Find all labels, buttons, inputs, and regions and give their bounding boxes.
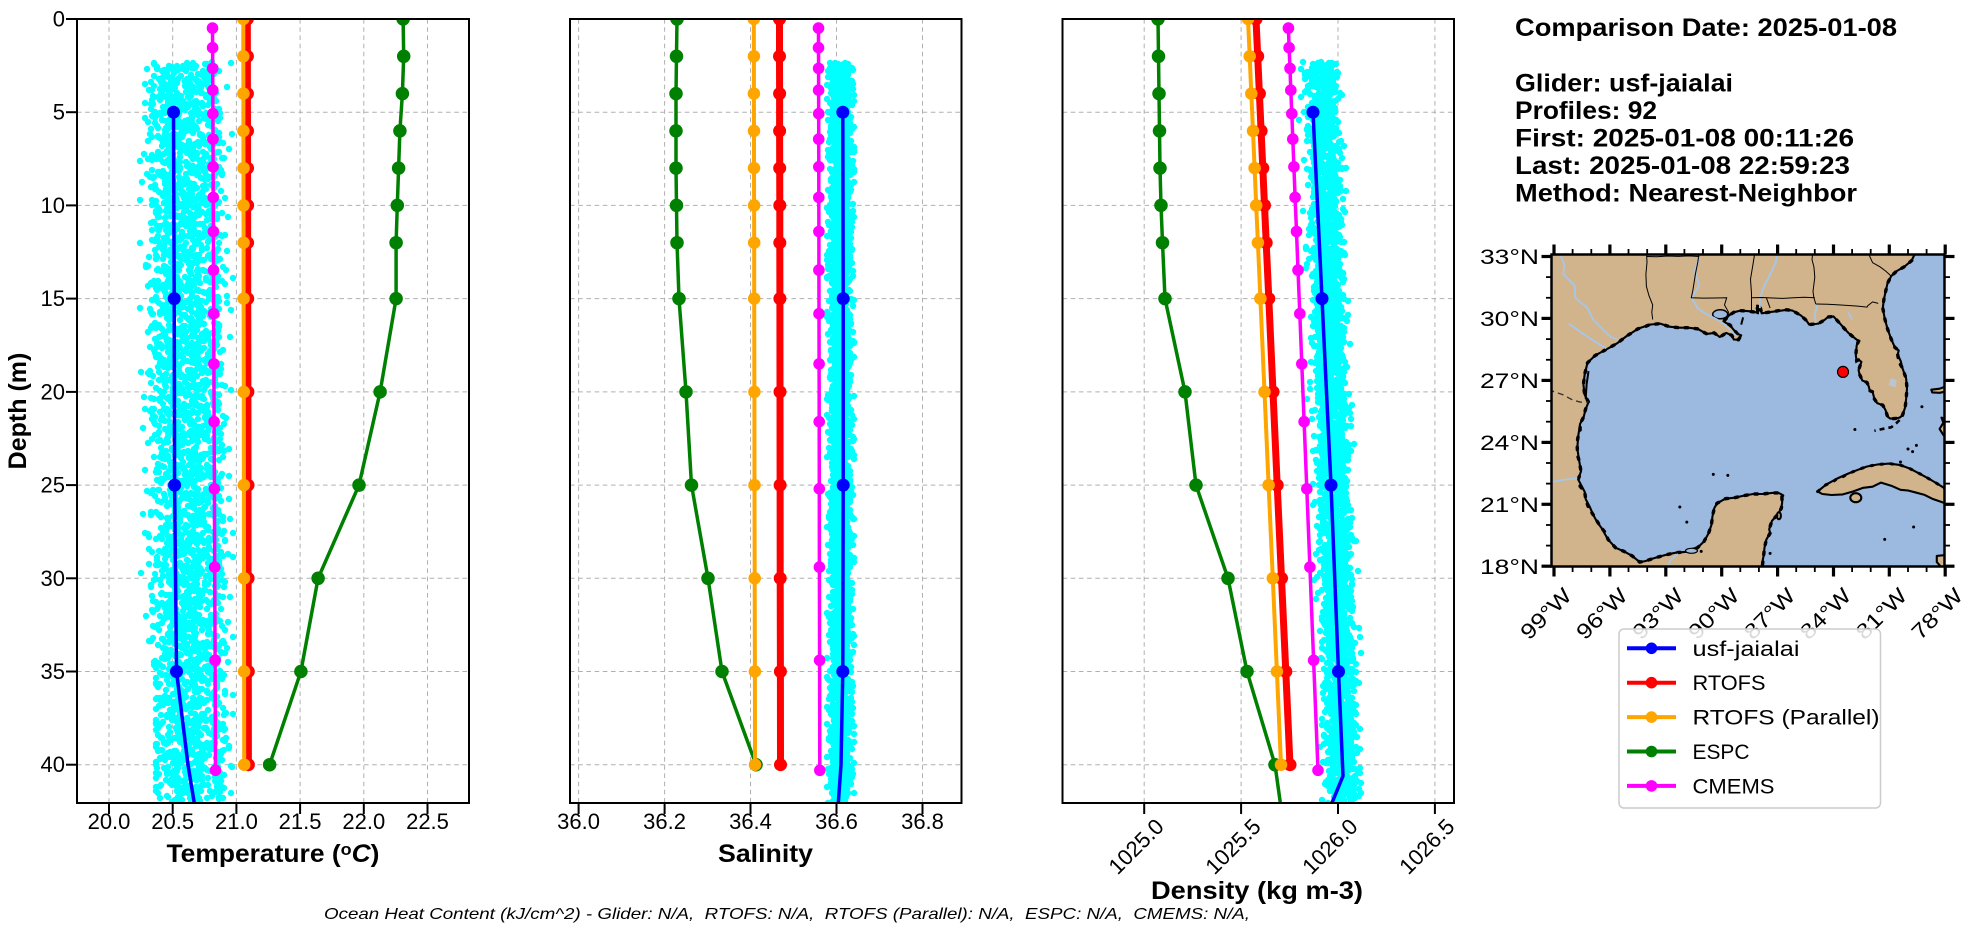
- svg-text:Comparison Date: 2025-01-08: Comparison Date: 2025-01-08: [1515, 14, 1897, 42]
- svg-text:20.5: 20.5: [151, 809, 194, 834]
- svg-text:20: 20: [41, 379, 65, 404]
- svg-text:36.8: 36.8: [901, 809, 944, 834]
- svg-text:5: 5: [53, 100, 65, 125]
- svg-text:22.0: 22.0: [342, 809, 385, 834]
- svg-text:22.5: 22.5: [406, 809, 449, 834]
- svg-text:18°N: 18°N: [1480, 555, 1539, 579]
- svg-text:Profiles: 92: Profiles: 92: [1515, 97, 1657, 125]
- svg-text:0: 0: [53, 7, 65, 32]
- svg-text:36.0: 36.0: [557, 809, 600, 834]
- svg-text:27°N: 27°N: [1480, 369, 1539, 393]
- svg-text:36.4: 36.4: [729, 809, 772, 834]
- svg-text:21°N: 21°N: [1480, 493, 1539, 517]
- svg-text:36.2: 36.2: [643, 809, 686, 834]
- svg-text:15: 15: [41, 286, 65, 311]
- svg-text:21.5: 21.5: [279, 809, 322, 834]
- svg-text:40: 40: [41, 752, 65, 777]
- svg-text:Depth (m): Depth (m): [4, 353, 32, 470]
- svg-text:10: 10: [41, 193, 65, 218]
- svg-text:25: 25: [41, 473, 65, 498]
- svg-text:RTOFS (Parallel): RTOFS (Parallel): [1693, 707, 1880, 730]
- svg-text:20.0: 20.0: [88, 809, 131, 834]
- svg-text:RTOFS: RTOFS: [1693, 672, 1766, 695]
- svg-text:35: 35: [41, 659, 65, 684]
- svg-text:ESPC: ESPC: [1693, 741, 1750, 764]
- svg-text:24°N: 24°N: [1480, 431, 1539, 455]
- svg-text:Density (kg m-3): Density (kg m-3): [1151, 877, 1363, 905]
- svg-text:Ocean Heat Content (kJ/cm^2) -: Ocean Heat Content (kJ/cm^2) - Glider: N…: [324, 906, 1250, 923]
- svg-text:Glider: usf-jaialai: Glider: usf-jaialai: [1515, 70, 1733, 98]
- svg-text:First: 2025-01-08 00:11:26: First: 2025-01-08 00:11:26: [1515, 125, 1854, 153]
- svg-text:Salinity: Salinity: [718, 840, 813, 868]
- svg-text:Method: Nearest-Neighbor: Method: Nearest-Neighbor: [1515, 180, 1857, 208]
- svg-text:30°N: 30°N: [1480, 307, 1539, 331]
- svg-text:36.6: 36.6: [815, 809, 858, 834]
- svg-text:21.0: 21.0: [215, 809, 258, 834]
- svg-text:33°N: 33°N: [1480, 245, 1539, 269]
- svg-text:CMEMS: CMEMS: [1693, 775, 1775, 798]
- svg-text:usf-jaialai: usf-jaialai: [1693, 638, 1800, 661]
- svg-text:Last: 2025-01-08 22:59:23: Last: 2025-01-08 22:59:23: [1515, 152, 1850, 180]
- svg-text:30: 30: [41, 566, 65, 591]
